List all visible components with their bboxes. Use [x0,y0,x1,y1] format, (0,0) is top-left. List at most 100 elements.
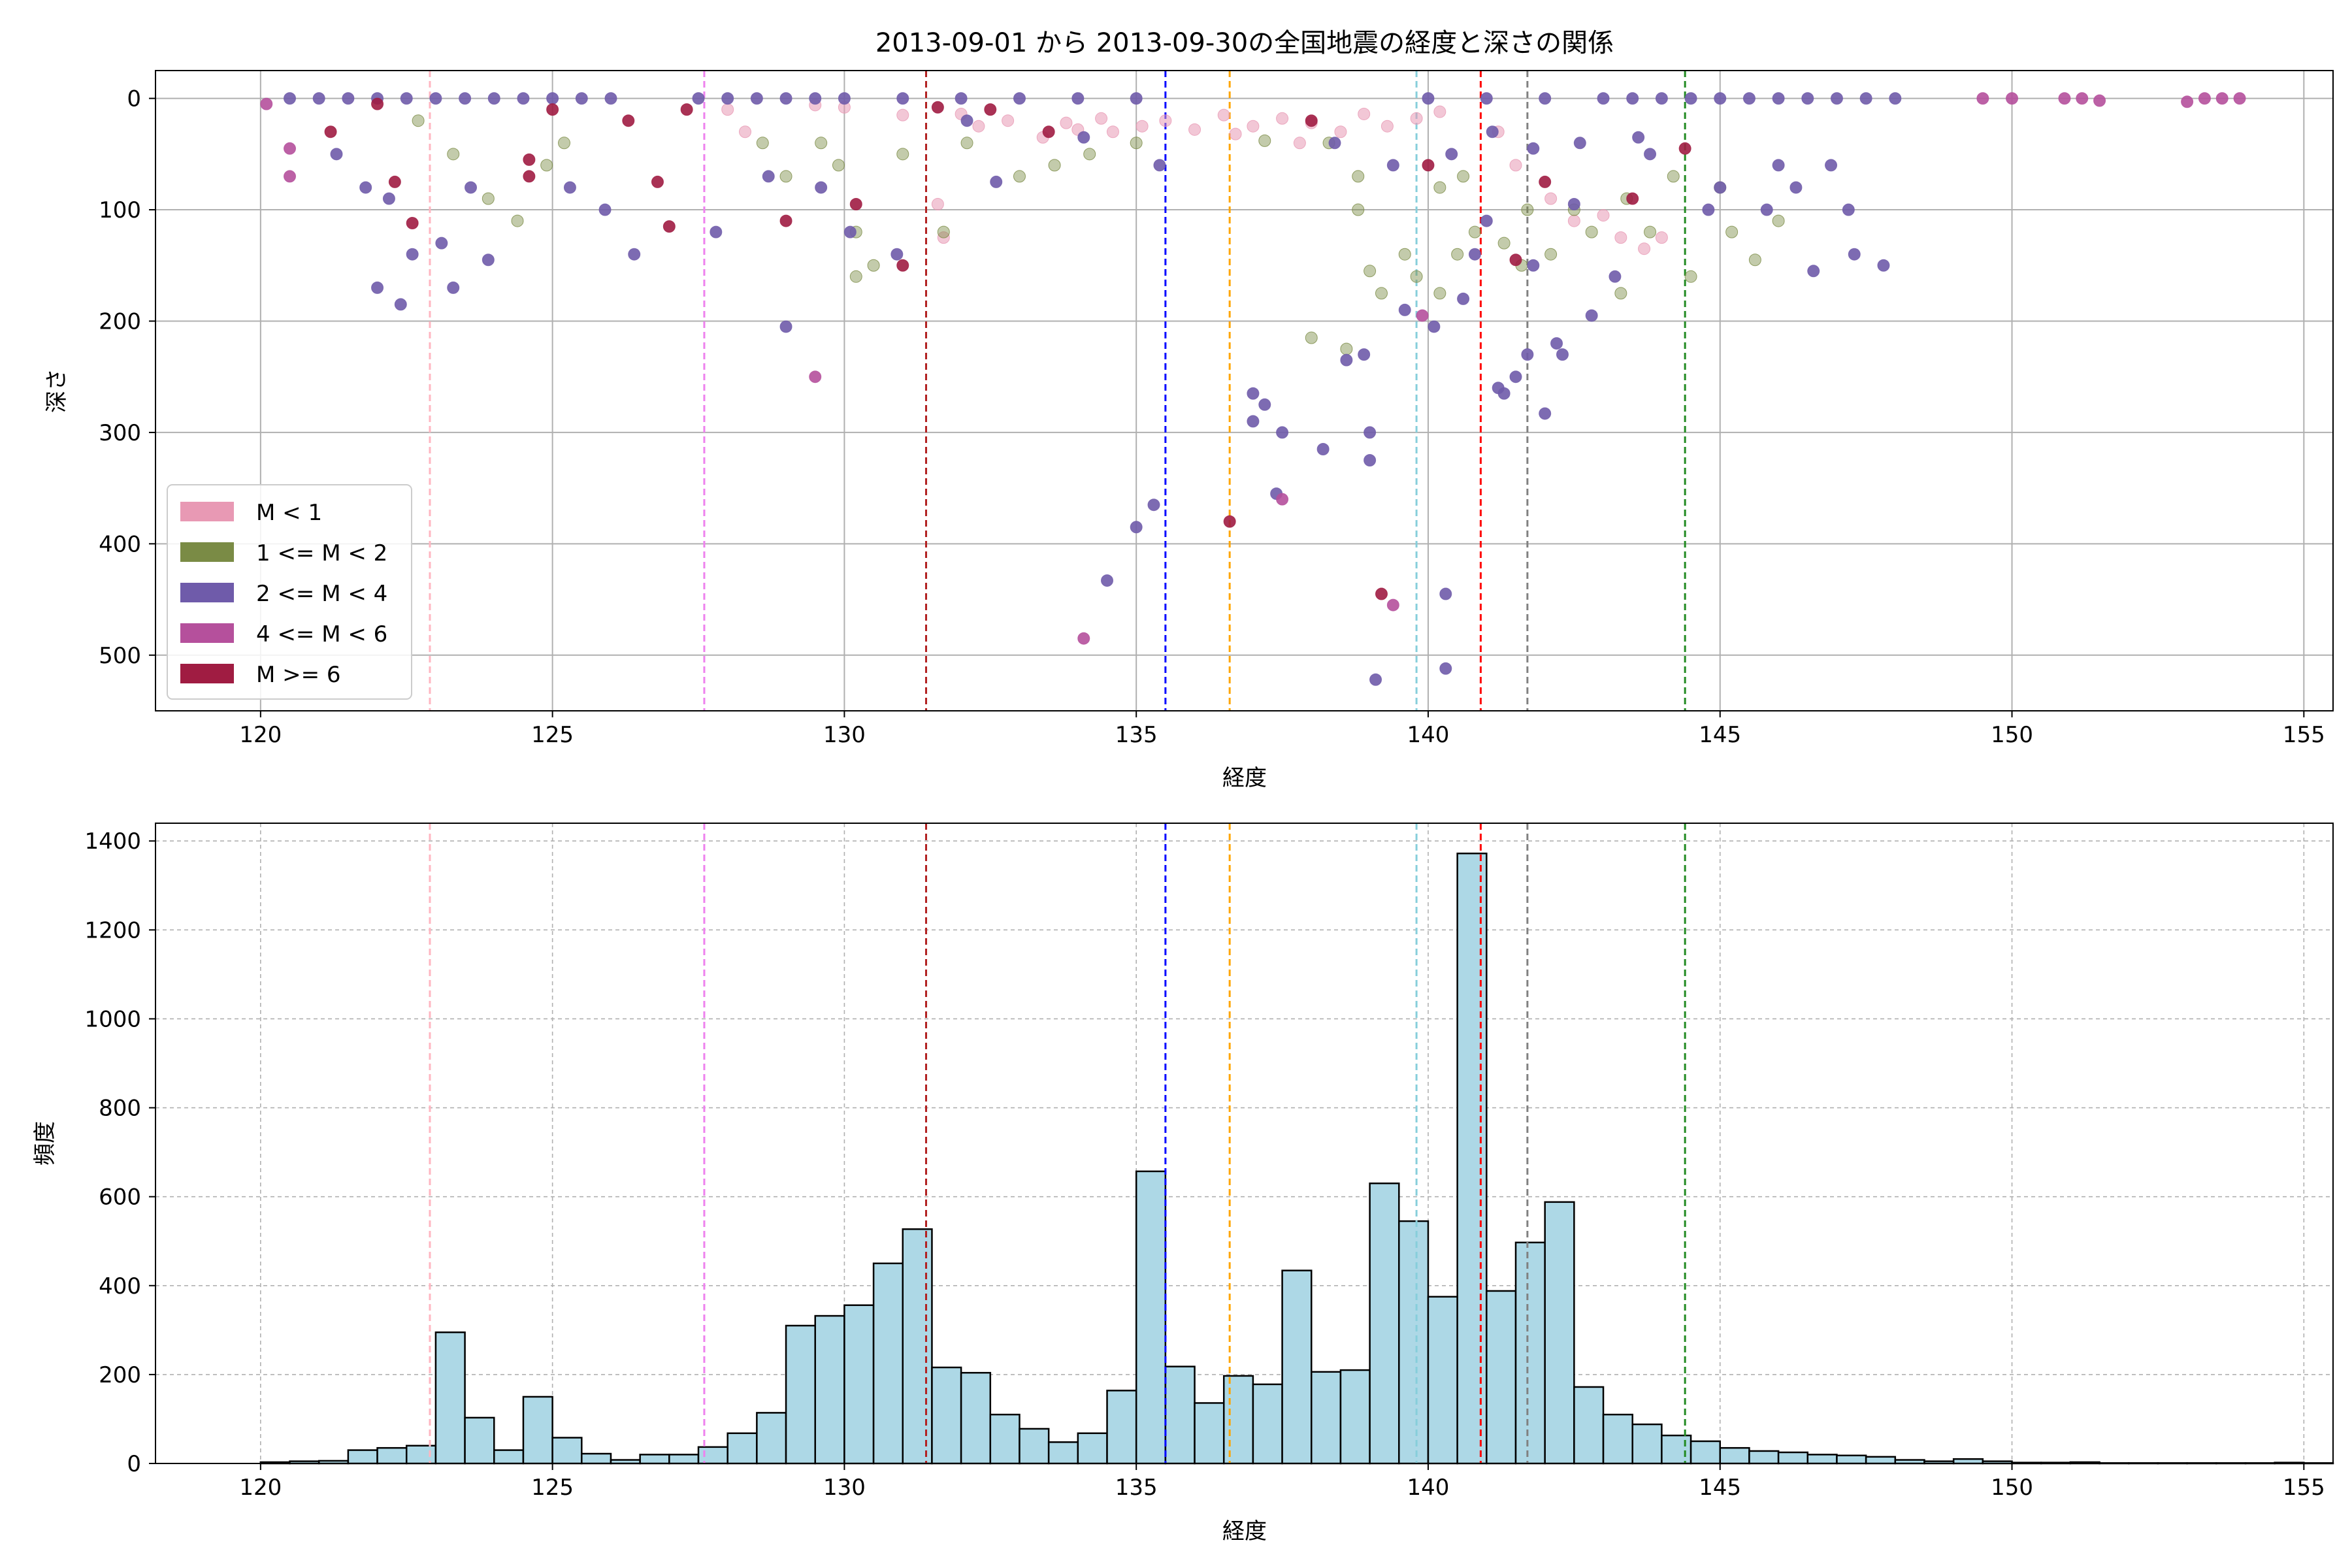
scatter-point [1842,203,1855,216]
scatter-panel: 2013-09-01 から 2013-09-30の全国地震の経度と深さの関係 1… [44,28,2334,791]
scatter-reference-lines [429,71,1686,711]
histogram-bar [1544,1201,1575,1465]
scatter-point [1848,248,1861,261]
scatter-point [523,170,536,183]
histogram-reference-lines [429,823,1686,1463]
scatter-point [1486,125,1499,139]
scatter-point [1130,521,1143,534]
y-tick-label: 200 [99,1362,141,1388]
scatter-point [1539,407,1552,420]
scatter-point [1626,92,1639,105]
x-tick-label: 135 [1115,722,1158,748]
scatter-point [2076,92,2089,105]
scatter-point [1509,253,1522,267]
scatter-point [1247,415,1260,428]
scatter-point [721,103,734,116]
scatter-point [779,170,792,183]
scatter-point [1859,92,1872,105]
scatter-point [1130,137,1143,150]
histogram-bar [960,1371,992,1465]
histogram-x-axis-label: 経度 [1222,1518,1267,1544]
scatter-point [1702,203,1715,216]
scatter-point [1497,237,1511,250]
histogram-bar [1077,1432,1108,1465]
histogram-bar [1135,1170,1167,1465]
scatter-point [342,92,355,105]
scatter-point [1398,303,1411,316]
x-tick-label: 130 [823,1475,866,1501]
scatter-point [465,181,478,194]
scatter-point [359,181,372,194]
scatter-point [1352,170,1365,183]
scatter-point [1801,92,1814,105]
legend-swatch [180,623,234,643]
scatter-point [1772,159,1785,172]
scatter-point [1877,259,1890,272]
scatter-point [1644,148,1657,161]
scatter-point [1352,203,1365,216]
histogram-bar [1631,1423,1663,1465]
scatter-point [838,92,851,105]
scatter-point [990,175,1003,188]
scatter-point [890,248,904,261]
scatter-point [1276,493,1289,506]
histogram-bar [1514,1241,1546,1465]
y-tick-label: 400 [99,1273,141,1299]
scatter-point [1976,92,1989,105]
scatter-point [2093,94,2106,107]
scatter-x-axis-label: 経度 [1222,765,1267,791]
scatter-point [762,170,775,183]
scatter-point [1433,181,1446,194]
scatter-point [1422,159,1435,172]
scatter-point [284,170,297,183]
scatter-point [1725,225,1739,238]
y-tick-label: 1400 [84,828,141,855]
legend-label: 4 <= M < 6 [256,621,387,647]
scatter-point [1527,142,1540,155]
y-tick-label: 0 [127,86,141,112]
scatter-point [1077,131,1090,144]
scatter-point [1539,92,1552,105]
scatter-point [1655,231,1668,244]
histogram-bar [1047,1441,1079,1465]
x-tick-label: 120 [239,1475,282,1501]
scatter-point [1468,225,1481,238]
histogram-bar [1719,1446,1750,1465]
scatter-point [1567,198,1580,211]
legend-label: 2 <= M < 4 [256,581,387,607]
histogram-bar [376,1446,408,1465]
scatter-point [931,198,944,211]
y-tick-label: 1200 [84,917,141,943]
histogram-bar [989,1413,1021,1465]
scatter-point [1229,127,1242,140]
histogram-y-axis-label: 頻度 [32,1121,58,1166]
scatter-point [756,137,769,150]
scatter-point [1386,598,1399,612]
scatter-point [1748,253,1761,267]
scatter-point [1013,92,1026,105]
scatter-point [1439,662,1452,675]
scatter-point [1433,105,1446,118]
scatter-point [739,125,752,139]
y-tick-label: 0 [127,1451,141,1477]
scatter-point [412,114,425,127]
histogram-bar [1194,1402,1225,1465]
scatter-point [1416,309,1429,322]
histogram-bar [756,1412,787,1465]
x-tick-label: 150 [1991,1475,2033,1501]
scatter-point [651,175,664,188]
histogram-bar [522,1396,553,1465]
histogram-bar [872,1262,904,1465]
scatter-point [622,114,635,127]
x-tick-label: 125 [531,1475,574,1501]
scatter-point [1451,248,1464,261]
scatter-point [1567,214,1580,227]
scatter-point [260,97,273,110]
scatter-point [1358,348,1371,361]
legend-item: M < 1 [180,500,322,526]
scatter-point [1678,142,1691,155]
scatter-point [371,97,384,110]
histogram-bar [347,1449,378,1465]
scatter-point [1217,108,1230,122]
scatter-point [815,181,828,194]
